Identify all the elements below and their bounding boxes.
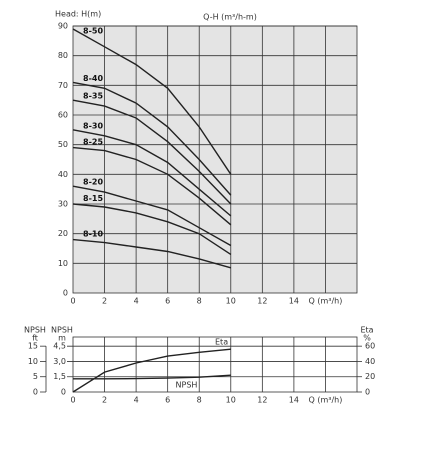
- y3-tick-label: 15: [28, 342, 38, 351]
- x-tick-label: 14: [289, 396, 299, 405]
- y-tick-label: 60: [58, 111, 68, 120]
- series-label: 8-50: [83, 26, 103, 35]
- x-tick-label: 4: [134, 396, 139, 405]
- series-line: [72, 146, 232, 226]
- x-tick-label: 2: [102, 297, 107, 306]
- y-tick-label: 10: [58, 259, 68, 268]
- y2-tick-label: 0: [365, 388, 370, 397]
- y3-axis-title: NPSH: [24, 326, 46, 335]
- x-tick-label: 8: [197, 396, 202, 405]
- y-axis-title: m: [58, 334, 66, 343]
- y-tick-label: 0: [63, 289, 68, 298]
- series-label: 8-30: [83, 121, 103, 130]
- y-tick-label: 80: [58, 51, 68, 60]
- x-tick-label: Q (m³/h): [309, 297, 343, 306]
- y2-tick-label: 60: [365, 342, 375, 351]
- x-tick-label: 2: [102, 396, 107, 405]
- y2-axis-title: %: [363, 334, 371, 343]
- y-tick-label: 0: [61, 388, 66, 397]
- series-label: 8-40: [83, 74, 103, 83]
- x-tick-label: 0: [70, 297, 75, 306]
- x-tick-label: 6: [165, 297, 170, 306]
- x-tick-label: 6: [165, 396, 170, 405]
- x-tick-label: 8: [197, 297, 202, 306]
- plot-area: [72, 25, 358, 294]
- y-axis-title: Head: H(m): [55, 10, 101, 19]
- y2-axis-title: Eta: [360, 326, 373, 335]
- x-tick-label: 10: [226, 396, 236, 405]
- series-line: [72, 348, 231, 393]
- series-label: Eta: [215, 338, 228, 347]
- y-tick-label: 40: [58, 170, 68, 179]
- y2-tick-label: 20: [365, 372, 375, 381]
- series-label: NPSH: [176, 381, 198, 390]
- series-line: [72, 81, 232, 196]
- x-tick-label: 14: [289, 297, 299, 306]
- y3-tick-label: 0: [33, 388, 38, 397]
- y-axis-title: NPSH: [51, 326, 73, 335]
- series-line: [72, 28, 232, 175]
- series-line: [73, 374, 231, 380]
- series-line: [72, 238, 231, 269]
- y-tick-label: 30: [58, 200, 68, 209]
- chart-title: Q-H (m³/h-m): [203, 13, 257, 22]
- y3-axis-title: ft: [32, 334, 38, 343]
- y3-tick-label: 10: [28, 357, 38, 366]
- series-line: [72, 99, 232, 205]
- y-tick-label: 1,5: [53, 372, 66, 381]
- x-tick-label: 12: [257, 297, 267, 306]
- series-line: [72, 129, 232, 217]
- y-tick-label: 70: [58, 81, 68, 90]
- y-tick-label: 50: [58, 140, 68, 149]
- y-tick-label: 3,0: [53, 357, 66, 366]
- y-tick-label: 90: [58, 22, 68, 31]
- series-label: 8-25: [83, 138, 103, 147]
- series-label: 8-15: [83, 194, 103, 203]
- series-line: [72, 203, 232, 255]
- series-label: 8-20: [83, 178, 103, 187]
- series-line: [72, 185, 232, 247]
- y3-tick-label: 5: [33, 372, 38, 381]
- y2-tick-label: 40: [365, 357, 375, 366]
- series-label: 8-35: [83, 92, 103, 101]
- y-tick-label: 20: [58, 229, 68, 238]
- x-tick-label: 10: [226, 297, 236, 306]
- x-tick-label: 4: [134, 297, 139, 306]
- x-tick-label: Q (m³/h): [309, 396, 343, 405]
- series-label: 8-10: [83, 230, 103, 239]
- x-tick-label: 12: [257, 396, 267, 405]
- x-tick-label: 0: [70, 396, 75, 405]
- y-tick-label: 4,5: [53, 342, 66, 351]
